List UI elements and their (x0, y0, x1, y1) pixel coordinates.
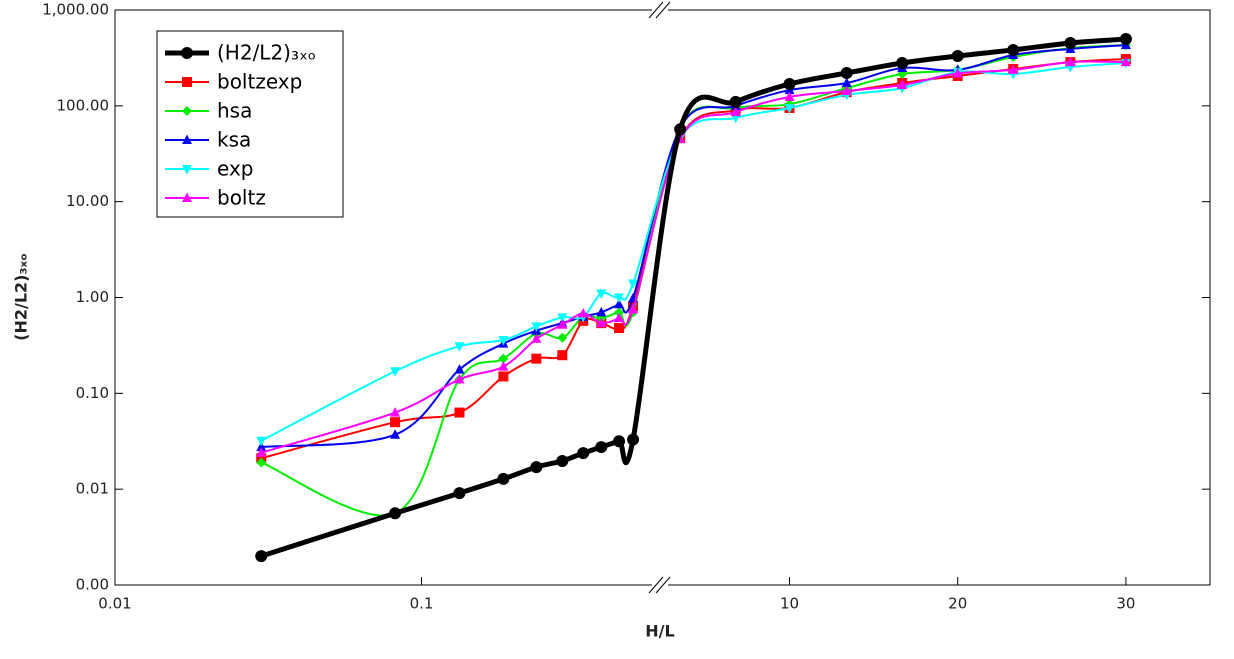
y-axis-title: (H2/L2)₃ₓₒ (12, 253, 31, 341)
y-tick-label: 1.00 (76, 288, 109, 306)
data-point (557, 313, 568, 323)
data-point (390, 407, 401, 417)
data-point (952, 67, 963, 78)
data-point (1120, 56, 1131, 67)
data-point (730, 106, 741, 117)
y-tick-label: 1,000.00 (42, 1, 109, 19)
y-tick-label: 0.01 (76, 480, 109, 498)
data-point (256, 436, 267, 447)
data-point (498, 371, 509, 382)
data-point (896, 56, 909, 69)
data-point (578, 308, 589, 318)
data-point (454, 342, 465, 352)
data-point (784, 103, 795, 114)
x-tick-label: 0.1 (410, 595, 434, 613)
data-point (951, 50, 964, 63)
legend-label: hsa (217, 99, 252, 123)
data-point (613, 435, 626, 448)
legend-label: boltz (217, 186, 266, 210)
legend-label: exp (217, 157, 253, 181)
x-tick-label: 20 (948, 595, 967, 613)
legend-box (156, 30, 344, 218)
legend-marker (182, 134, 192, 144)
legend-label: (H2/L2)₃ₓₒ (217, 41, 316, 65)
data-point (498, 361, 509, 371)
data-point (454, 364, 465, 374)
data-point (674, 123, 687, 136)
x-tick-label: 30 (1116, 595, 1135, 613)
data-point (595, 441, 608, 454)
data-point (255, 550, 268, 563)
data-point (783, 77, 796, 90)
data-point (531, 353, 542, 364)
data-point (531, 322, 542, 332)
data-point (498, 336, 509, 346)
data-point (841, 85, 852, 95)
data-point (628, 279, 639, 289)
y-tick-label: 0.00 (76, 576, 109, 594)
data-point (577, 447, 590, 460)
y-tick-label: 0.10 (76, 384, 109, 402)
x-tick-label: 10 (780, 595, 799, 613)
data-point (497, 472, 510, 485)
data-point (614, 323, 625, 334)
data-point (596, 306, 607, 317)
data-point (1119, 33, 1132, 46)
data-point (454, 373, 465, 384)
data-point (1065, 56, 1076, 67)
data-point (530, 461, 543, 474)
data-point (557, 350, 568, 361)
data-point (841, 77, 852, 88)
data-point (256, 457, 267, 468)
data-point (390, 417, 401, 428)
data-point (614, 298, 625, 309)
data-point (1008, 64, 1019, 74)
data-point (498, 353, 509, 364)
data-point (596, 317, 607, 328)
series-line (260, 44, 1126, 517)
legend-marker (181, 47, 193, 59)
x-tick-label: 0.01 (98, 595, 131, 613)
data-point (897, 79, 908, 89)
data-point (557, 319, 568, 329)
data-point (1007, 43, 1020, 56)
legend: (H2/L2)₃ₓₒ boltzexp hsa ksa exp boltz (156, 30, 344, 218)
data-point (390, 367, 401, 377)
data-point (557, 332, 568, 343)
data-point (454, 407, 465, 418)
axis-break (648, 1, 671, 594)
data-point (256, 441, 267, 452)
x-axis-title: H/L (645, 622, 674, 641)
data-point (256, 447, 267, 457)
data-point (729, 95, 742, 108)
legend-marker (182, 77, 192, 87)
data-point (453, 487, 466, 500)
y-tick-label: 100.00 (57, 96, 110, 114)
data-point (628, 303, 639, 314)
data-point (784, 91, 795, 101)
legend-marker (182, 106, 192, 116)
data-point (730, 113, 741, 124)
y-tick-label: 10.00 (66, 192, 109, 210)
data-point (1064, 36, 1077, 49)
legend-marker (182, 192, 192, 202)
legend-label: ksa (217, 128, 251, 152)
data-point (627, 433, 640, 446)
legend-marker (182, 165, 192, 175)
data-point (614, 293, 625, 303)
data-point (596, 289, 607, 300)
data-point (389, 507, 402, 520)
legend-label: boltzexp (217, 70, 302, 94)
data-point (840, 67, 853, 80)
data-point (614, 312, 625, 323)
data-point (531, 333, 542, 343)
data-point (556, 454, 569, 467)
data-point (390, 429, 401, 439)
data-point (614, 307, 625, 318)
